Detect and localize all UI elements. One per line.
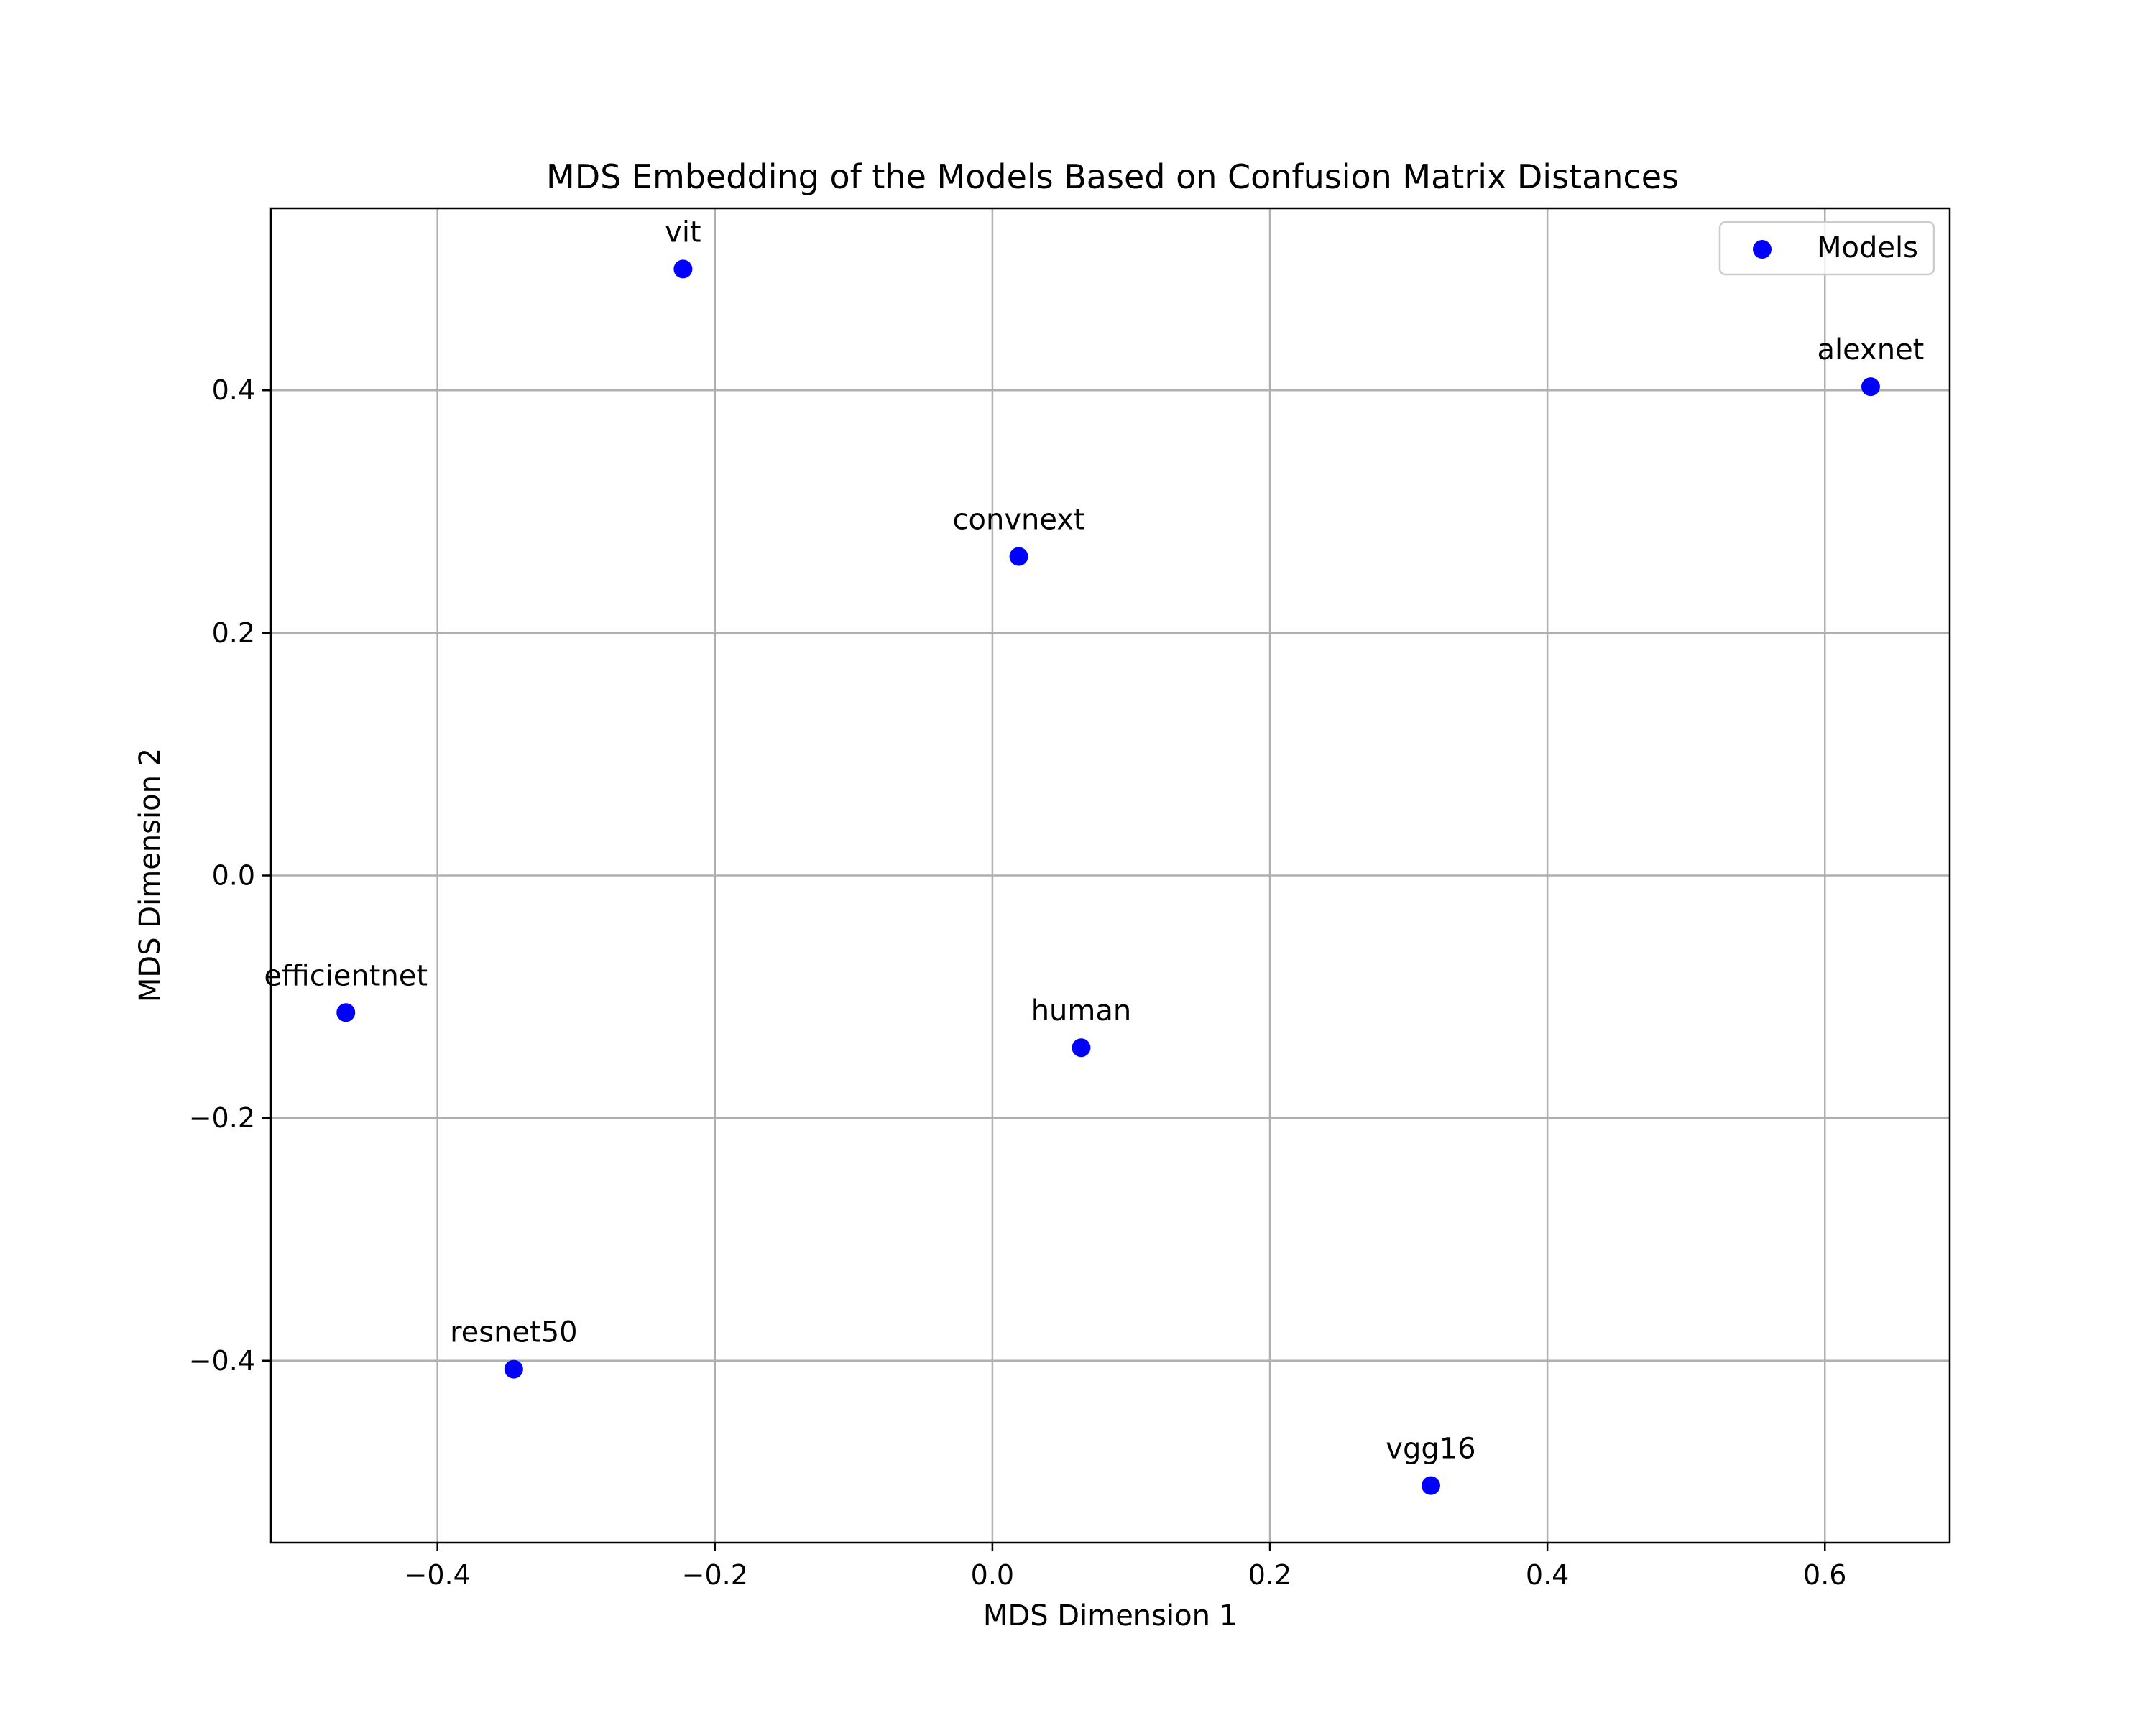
grid xyxy=(271,208,1950,1543)
legend: Models xyxy=(1718,221,1935,276)
legend-label: Models xyxy=(1817,231,1918,264)
data-point xyxy=(1861,377,1880,397)
axis-ticks: −0.4 −0.2 0.0 0.2 0.4 0.6 −0.4 −0.2 0.0 0.2 0.4 xyxy=(189,374,1847,1591)
chart-title: MDS Embedding of the Models Based on Con… xyxy=(546,157,1679,196)
y-tick-label: −0.4 xyxy=(189,1345,255,1377)
data-point xyxy=(1421,1476,1440,1495)
y-tick-label: −0.2 xyxy=(189,1102,255,1134)
data-point xyxy=(336,1003,356,1022)
y-tick-label: 0.4 xyxy=(212,374,255,406)
x-axis-label: MDS Dimension 1 xyxy=(983,1599,1238,1632)
y-tick-label: 0.0 xyxy=(212,860,255,892)
data-point-label: resnet50 xyxy=(450,1316,578,1349)
x-tick-label: −0.2 xyxy=(682,1559,748,1591)
data-point-label: vgg16 xyxy=(1386,1433,1475,1466)
x-tick-label: −0.4 xyxy=(405,1559,471,1591)
data-points: vit alexnet convnext efficientnet human resne… xyxy=(264,216,1925,1495)
legend-box xyxy=(1718,221,1935,276)
data-point xyxy=(673,259,693,279)
y-axis-label: MDS Dimension 2 xyxy=(134,748,167,1002)
y-tick-label: 0.2 xyxy=(212,617,255,649)
legend-marker xyxy=(1753,240,1772,259)
data-point xyxy=(1009,547,1028,566)
data-point xyxy=(504,1359,523,1379)
data-point-label: vit xyxy=(665,216,701,249)
data-point-label: human xyxy=(1031,994,1132,1027)
data-point-label: efficientnet xyxy=(264,959,428,992)
x-tick-label: 0.0 xyxy=(971,1559,1014,1591)
x-tick-label: 0.2 xyxy=(1248,1559,1291,1591)
x-tick-label: 0.6 xyxy=(1803,1559,1846,1591)
data-point xyxy=(1072,1038,1091,1058)
data-point-label: convnext xyxy=(953,504,1085,537)
data-point-label: alexnet xyxy=(1818,333,1925,366)
x-tick-label: 0.4 xyxy=(1526,1559,1569,1591)
